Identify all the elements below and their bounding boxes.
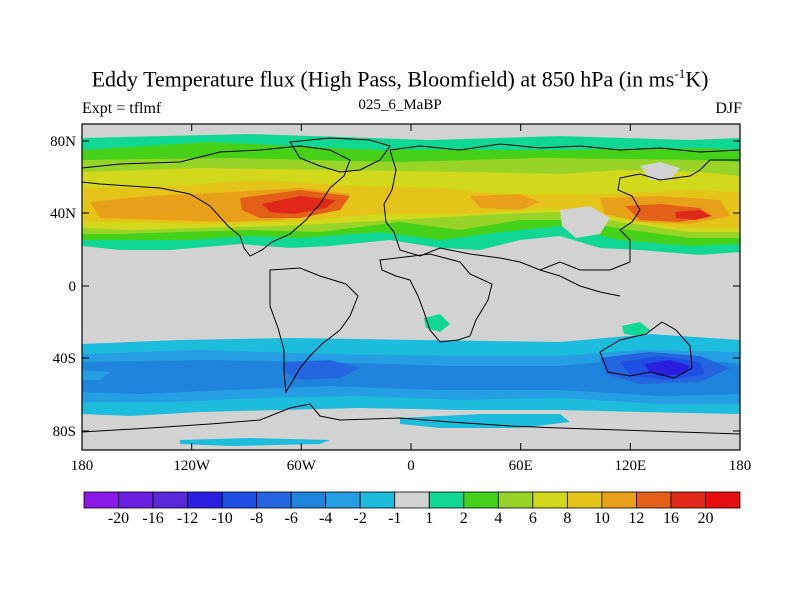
colorbar [83,491,741,509]
lon-label: 180 [71,458,94,474]
lon-labels: 180 120W 60W 0 60E 120E 180 [71,458,752,474]
coastline-eurasia [383,143,740,271]
coastline-africa [379,253,493,343]
nh-contour-11 [675,210,712,220]
colorbar-label: -2 [353,510,367,527]
nh-gray-patch-2 [640,162,680,180]
colorbar-swatch [601,491,637,509]
sh-contour-10 [180,438,330,446]
coastline-australia [599,321,693,379]
colorbar-swatch [83,491,119,509]
nh-contour-12 [470,194,540,210]
colorbar-label: 6 [528,510,537,527]
lat-label: 80S [53,424,76,440]
sh-contour-9 [400,414,570,428]
colorbar-swatch [290,491,327,509]
colorbar-label: -8 [249,510,264,527]
colorbar-label: 16 [662,510,679,527]
colorbar-label: 20 [697,510,714,527]
colorbar-swatch [325,491,361,509]
sh-contour-11 [424,314,450,332]
colorbar-label: -10 [211,510,233,527]
nh-gray-patch-1 [560,206,610,238]
colorbar-swatch [463,491,499,509]
lon-label: 120W [173,458,211,474]
colorbar-label: -1 [388,510,402,527]
colorbar-label: 2 [459,510,468,527]
colorbar-swatch [359,491,396,509]
coastline-greenland [289,137,391,173]
coastline-south-america [269,267,359,394]
lon-label: 60W [287,458,317,474]
colorbar-label: 10 [593,510,610,527]
colorbar-label: -12 [176,510,199,527]
run-name-label: 025_6_MaBP [358,97,442,113]
colorbar-swatch [497,491,534,509]
colorbar-swatch [394,491,430,509]
colorbar-label: 8 [563,510,572,527]
coastline-indonesia [539,269,621,297]
colorbar-swatch [705,491,741,509]
lat-label: 80N [50,134,76,150]
lon-label: 60E [509,458,533,474]
colorbar-swatch [221,491,258,509]
coastline-antarctica [82,403,740,435]
contour-fields [82,134,740,446]
sh-contour-12 [622,322,650,336]
colorbar-label: -4 [319,510,333,527]
colorbar-swatch [152,491,188,509]
colorbar-swatch [566,491,603,509]
colorbar-label: -20 [107,510,130,527]
colorbar-swatch [670,491,706,509]
colorbar-label: 12 [628,510,645,527]
lat-label: 0 [69,279,77,295]
experiment-label: Expt = tflmf [82,100,162,117]
colorbar-swatch [428,491,465,509]
colorbar-swatch [187,491,223,509]
lon-label: 180 [729,458,752,474]
lat-labels: 80N 40N 0 40S 80S [50,134,76,440]
coastlines [82,137,740,435]
sh-contour-3 [82,360,740,396]
coastline-north-america [82,145,351,257]
axis-ticks [81,124,741,450]
season-label: DJF [715,100,742,117]
lat-label: 40N [50,206,76,222]
colorbar-label: -16 [142,510,164,527]
colorbar-swatch [256,491,292,509]
colorbar-label: 1 [425,510,434,527]
colorbar-swatch [636,491,672,509]
lon-label: 0 [407,458,415,474]
nh-contour-9 [262,196,336,214]
colorbar-swatch [118,491,154,509]
colorbar-swatch [532,491,568,509]
chart-title: Eddy Temperature flux (High Pass, Bloomf… [91,66,709,92]
colorbar-label: -6 [284,510,298,527]
sh-contour-7 [645,360,690,376]
lon-label: 120E [614,458,646,474]
lat-label: 40S [53,351,76,367]
colorbar-label: 4 [494,510,503,527]
sh-contour-8 [82,370,110,380]
